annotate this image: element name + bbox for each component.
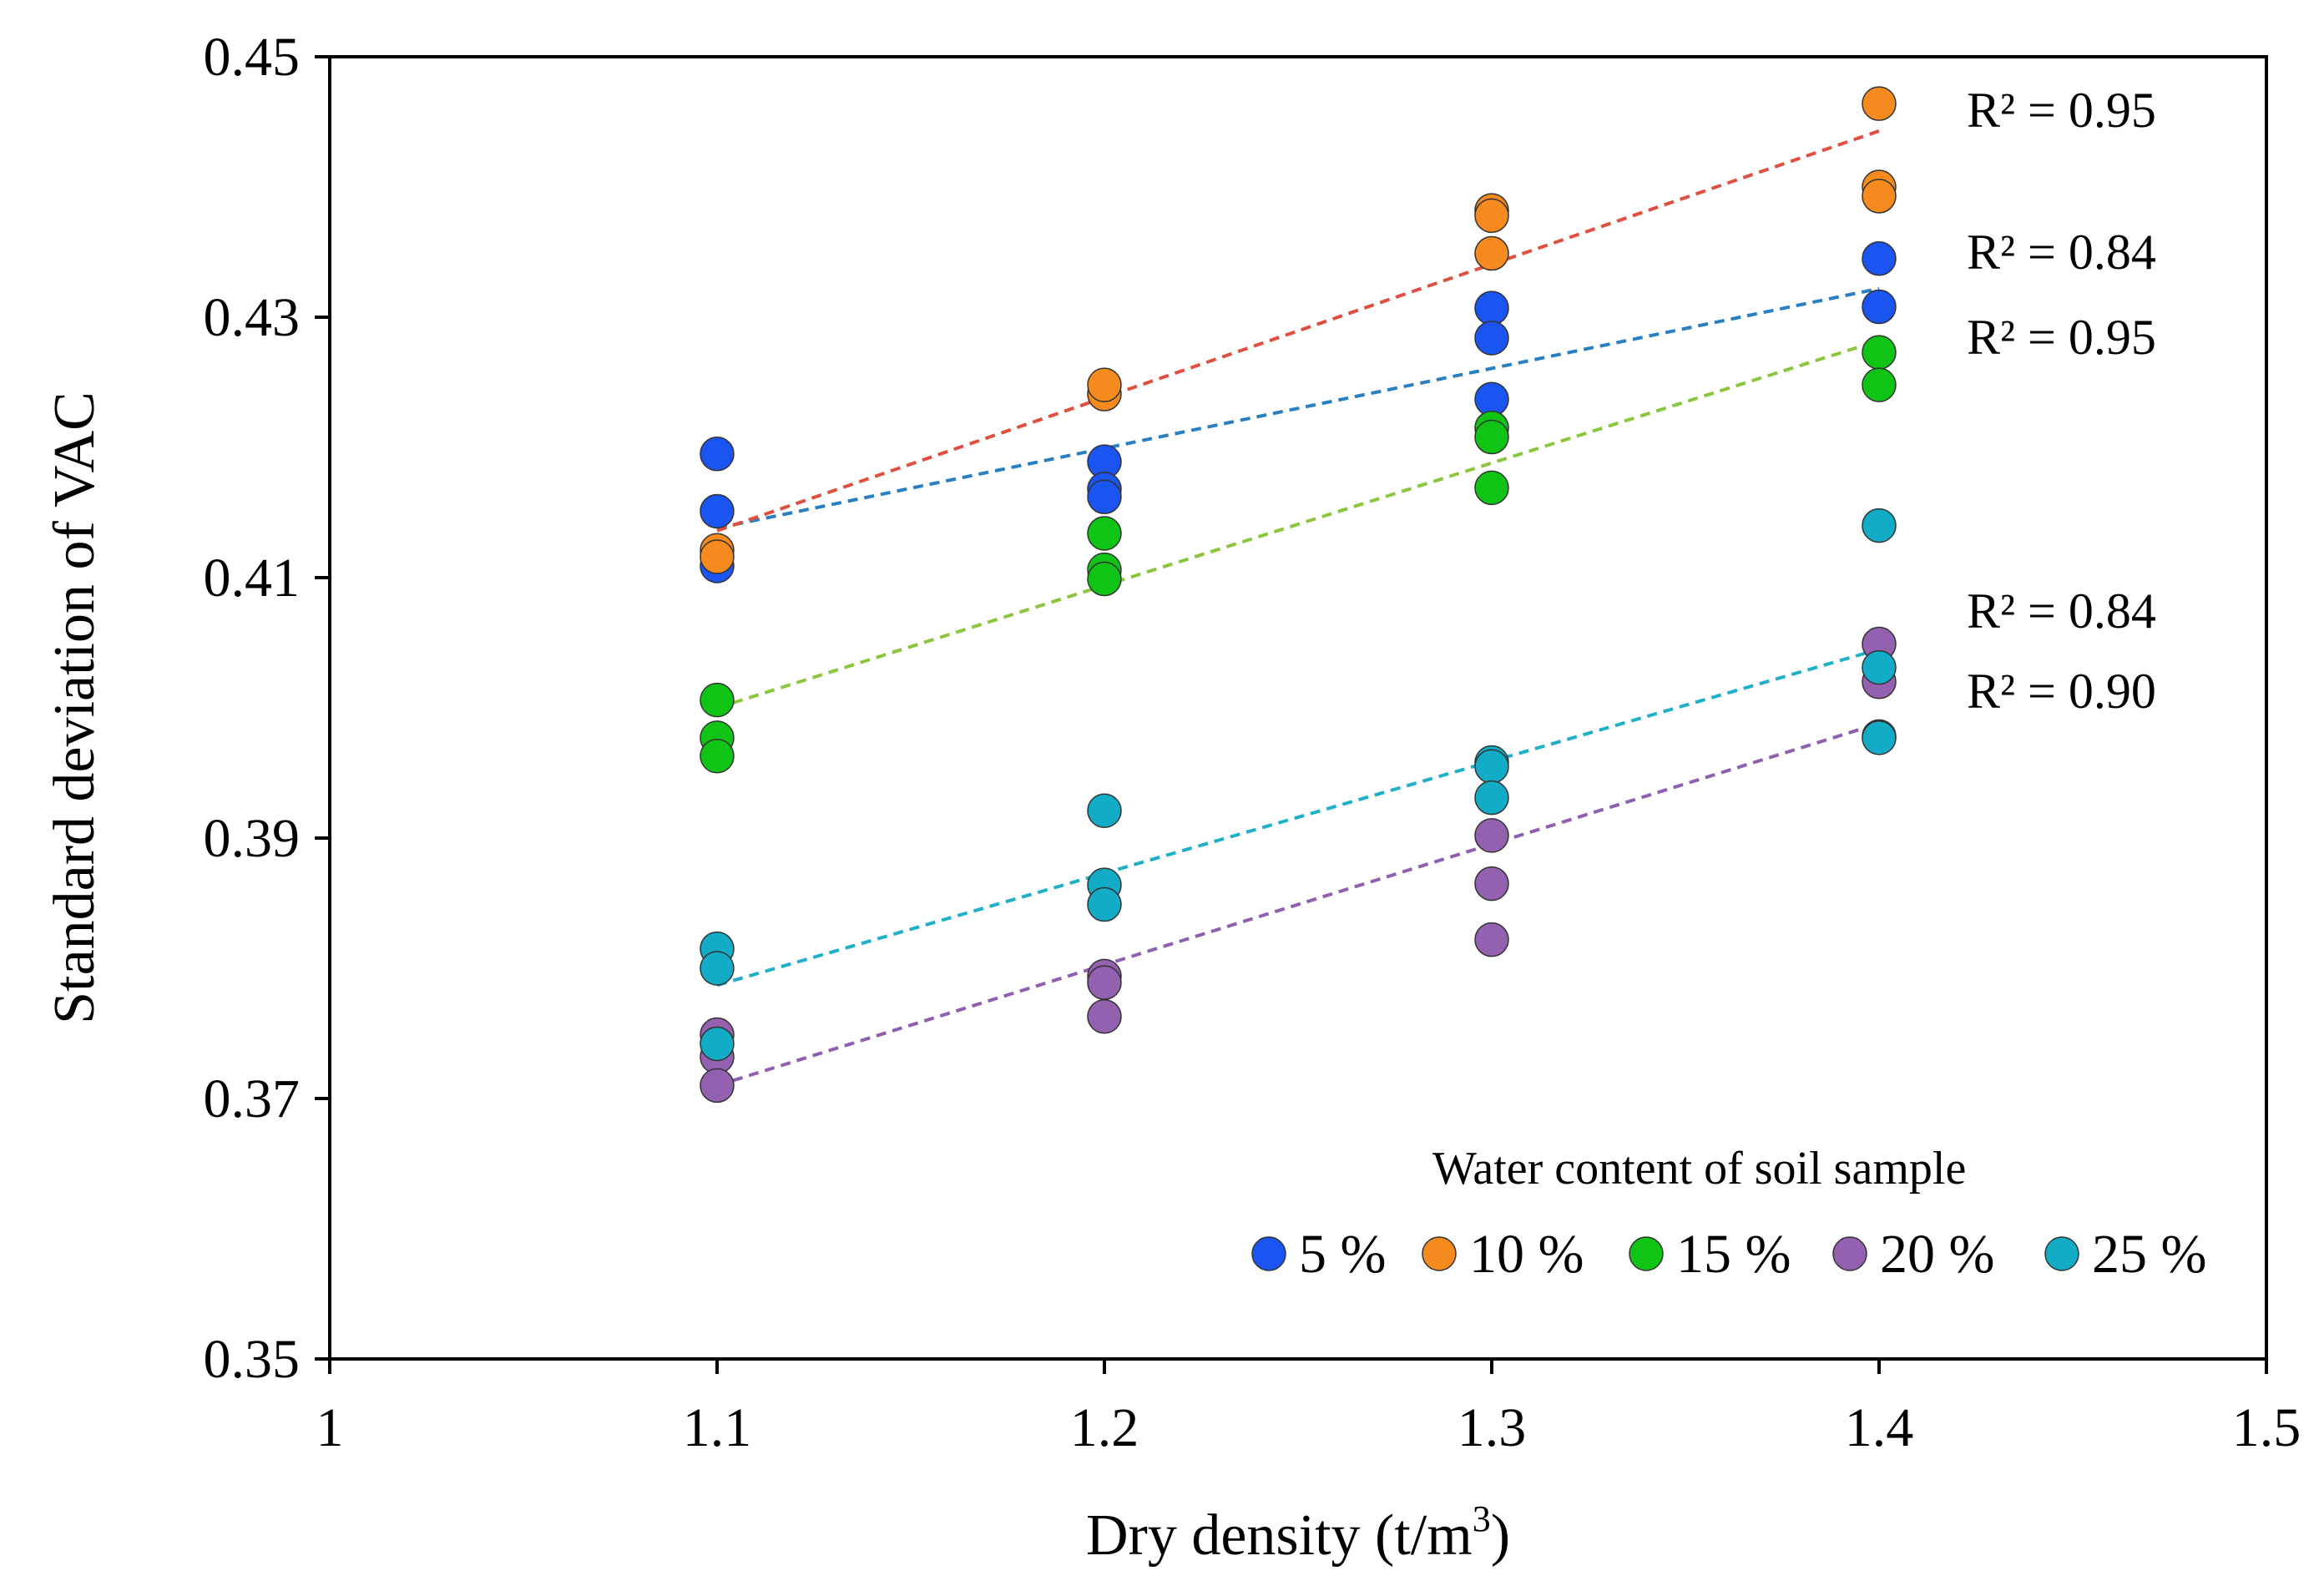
y-tick-label: 0.45 [204,27,301,88]
x-axis-title-main: Dry density (t/m [1086,1503,1473,1568]
x-axis-title: Dry density (t/m3) [1086,1498,1510,1568]
data-point [1474,780,1509,816]
data-point [1474,419,1509,455]
legend-label: 15 % [1676,1224,1791,1285]
y-axis-title: Standard deviation of VAC [43,391,107,1024]
data-point [700,437,735,472]
data-point [1087,886,1122,922]
data-point [1474,922,1509,957]
legend-label: 25 % [2092,1224,2206,1285]
legend-item: 15 % [1629,1224,1791,1285]
legend-label: 10 % [1469,1224,1584,1285]
legend-items: 5 % 10 % 15 % 20 % 25 % [1251,1224,2206,1285]
data-point [1087,479,1122,515]
legend-item: 10 % [1422,1224,1584,1285]
legend-marker [1422,1236,1457,1271]
r2-label: R² = 0.95 [1967,83,2156,138]
data-points [700,86,1897,1104]
data-point [1087,367,1122,402]
plot-frame [328,55,2268,1361]
trend-lines [716,129,1880,1088]
r2-label: R² = 0.90 [1967,664,2156,719]
trend-line [716,721,1880,1088]
data-point [1087,793,1122,828]
data-point [1474,818,1509,853]
data-point [700,682,735,718]
data-point [1087,516,1122,551]
data-point [1087,998,1122,1034]
y-axis-ticks: 0.35 0.37 0.39 0.41 0.43 0.45 [204,27,330,1390]
trend-line [716,339,1880,710]
legend-label: 20 % [1880,1224,1994,1285]
legend-item: 5 % [1251,1224,1386,1285]
legend: Water content of soil sample 5 % 10 % 15 %… [1251,1143,2206,1285]
data-point [1862,179,1897,214]
x-axis-title-superscript: 3 [1473,1498,1491,1539]
y-tick-label: 0.41 [204,548,301,609]
trend-line [716,647,1880,987]
data-point [1474,470,1509,506]
y-tick-label: 0.35 [204,1329,301,1390]
x-tick-label: 1 [316,1397,344,1458]
data-point [1474,321,1509,356]
y-tick-label: 0.37 [204,1068,301,1129]
data-point [1087,965,1122,1000]
r2-label: R² = 0.95 [1967,310,2156,365]
y-tick-label: 0.43 [204,287,301,348]
legend-marker [1832,1236,1867,1271]
data-point [1862,335,1897,370]
legend-item: 20 % [1832,1224,1994,1285]
data-point [1862,241,1897,276]
x-tick-label: 1.3 [1458,1397,1527,1458]
data-point [1087,561,1122,597]
legend-marker [1251,1236,1286,1271]
x-tick-label: 1.4 [1845,1397,1914,1458]
data-point [1474,198,1509,234]
legend-title: Water content of soil sample [1432,1143,1966,1195]
x-axis-ticks: 1 1.1 1.2 1.3 1.4 1.5 [316,1359,2301,1458]
legend-label: 5 % [1299,1224,1386,1285]
data-point [700,539,735,574]
data-point [1862,86,1897,121]
data-point [1474,235,1509,271]
x-tick-label: 1.5 [2232,1397,2301,1458]
data-point [1862,508,1897,543]
r2-label: R² = 0.84 [1967,583,2156,639]
y-tick-label: 0.39 [204,808,301,869]
data-point [1862,720,1897,755]
data-point [1862,649,1897,685]
trend-line [716,129,1880,533]
x-tick-label: 1.2 [1070,1397,1139,1458]
data-point [700,1026,735,1062]
data-point [1474,749,1509,784]
legend-marker [1629,1236,1664,1271]
data-point [700,493,735,529]
x-axis-title-suffix: ) [1491,1503,1510,1568]
legend-marker [2044,1236,2079,1271]
x-tick-label: 1.1 [683,1397,752,1458]
r2-label: R² = 0.84 [1967,225,2156,280]
data-point [1474,290,1509,326]
data-point [700,738,735,774]
data-point [1862,367,1897,402]
data-point [700,1068,735,1104]
data-point [1474,866,1509,902]
legend-item: 25 % [2044,1224,2206,1285]
trend-line [716,286,1880,530]
r2-labels: R² = 0.84 R² = 0.95 R² = 0.95 R² = 0.90 R² =… [1967,83,2156,719]
data-point [700,951,735,986]
data-point [1862,289,1897,325]
